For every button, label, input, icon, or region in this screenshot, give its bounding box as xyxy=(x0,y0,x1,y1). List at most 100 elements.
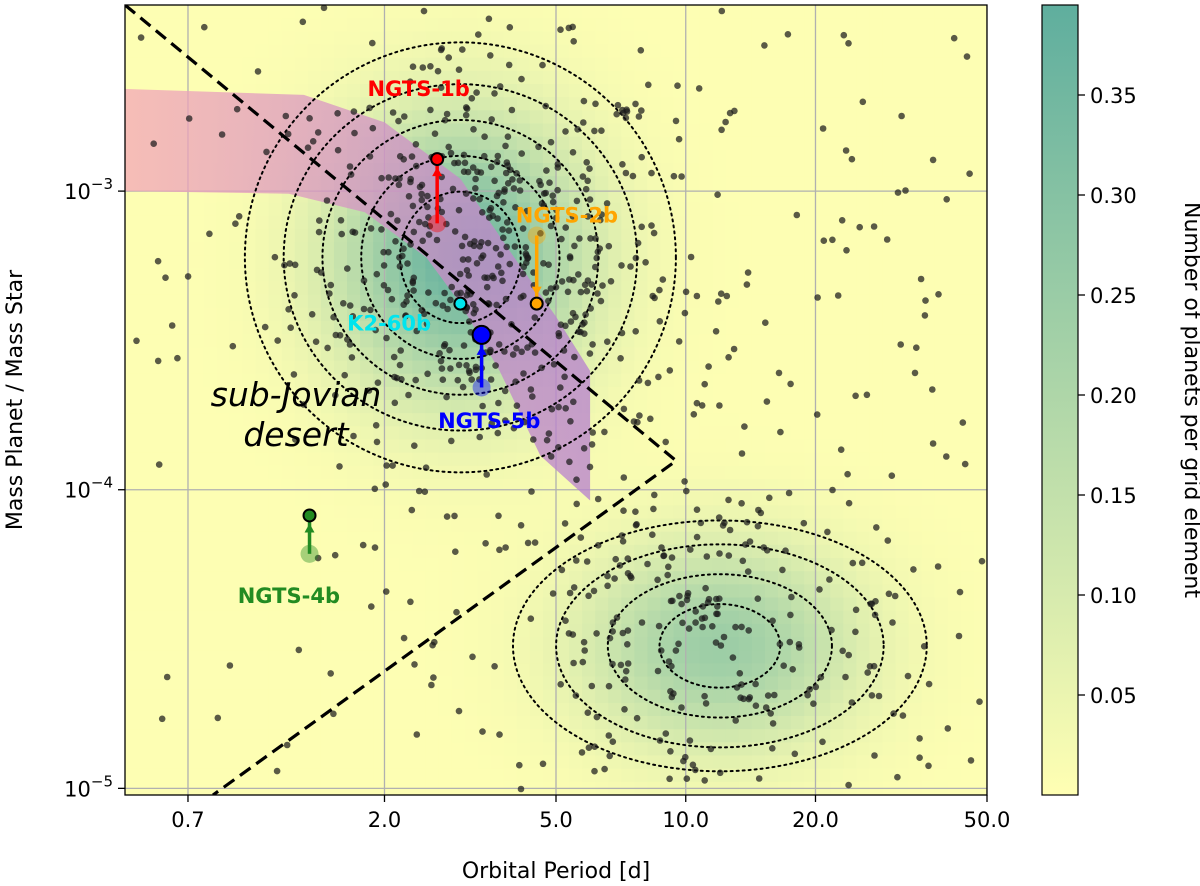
heatmap-cell xyxy=(138,57,152,72)
heatmap-cell xyxy=(138,228,152,243)
heatmap-cell xyxy=(634,729,649,743)
heatmap-cell xyxy=(203,584,218,599)
heatmap-cell xyxy=(203,347,218,362)
heatmap-cell xyxy=(347,452,361,467)
heatmap-cell xyxy=(307,571,322,585)
heatmap-cell xyxy=(960,439,975,454)
heatmap-cell xyxy=(712,255,727,269)
planet-point xyxy=(569,213,577,220)
heatmap-cell xyxy=(542,702,557,717)
heatmap-cell xyxy=(294,518,309,533)
heatmap-cell xyxy=(738,400,753,414)
heatmap-cell xyxy=(751,57,766,72)
planet-point xyxy=(889,619,896,626)
planet-point xyxy=(888,472,896,480)
heatmap-cell xyxy=(464,149,479,164)
heatmap-cell xyxy=(960,347,975,362)
heatmap-cell xyxy=(647,242,662,256)
heatmap-cell xyxy=(542,623,557,638)
heatmap-cell xyxy=(242,373,257,388)
planet-point xyxy=(470,126,477,133)
planet-point xyxy=(707,745,715,753)
heatmap-cell xyxy=(856,571,871,585)
heatmap-cell xyxy=(947,702,962,717)
heatmap-cell xyxy=(438,57,453,72)
planet-point xyxy=(454,376,462,384)
heatmap-cell xyxy=(125,492,139,506)
heatmap-cell xyxy=(190,307,204,322)
planet-point xyxy=(502,295,510,303)
heatmap-cell xyxy=(582,597,596,612)
heatmap-cell xyxy=(699,176,714,190)
planet-point xyxy=(496,83,504,90)
heatmap-cell xyxy=(791,505,805,520)
heatmap-cell xyxy=(399,571,413,585)
heatmap-cell xyxy=(216,400,231,414)
planet-point xyxy=(604,572,611,580)
planet-point xyxy=(804,691,811,699)
heatmap-cell xyxy=(921,123,936,138)
heatmap-cell xyxy=(882,479,897,493)
heatmap-cell xyxy=(229,373,244,388)
planet-point xyxy=(510,424,518,432)
planet-point xyxy=(504,180,512,187)
heatmap-cell xyxy=(791,5,805,19)
heatmap-cell xyxy=(569,97,583,111)
heatmap-cell xyxy=(791,347,805,362)
heatmap-cell xyxy=(830,84,844,98)
heatmap-cell xyxy=(320,716,335,730)
heatmap-cell xyxy=(360,321,374,335)
planet-point xyxy=(412,141,420,148)
planet-point xyxy=(829,486,836,494)
planet-point xyxy=(672,117,680,125)
heatmap-cell xyxy=(268,584,283,599)
heatmap-cell xyxy=(216,202,231,217)
desert-label-line2: desert xyxy=(243,415,349,454)
heatmap-cell xyxy=(660,492,675,506)
heatmap-cell xyxy=(399,755,413,770)
heatmap-cell xyxy=(712,136,727,151)
heatmap-cell xyxy=(255,452,270,467)
heatmap-cell xyxy=(751,386,766,401)
heatmap-cell xyxy=(856,716,871,730)
heatmap-cell xyxy=(320,84,335,98)
heatmap-cell xyxy=(791,321,805,335)
heatmap-cell xyxy=(229,242,244,256)
heatmap-cell xyxy=(856,123,871,138)
planet-point xyxy=(622,667,630,675)
planet-point xyxy=(571,353,578,361)
heatmap-cell xyxy=(869,149,884,164)
heatmap-cell xyxy=(386,307,400,322)
planet-point xyxy=(369,39,376,47)
heatmap-cell xyxy=(529,215,544,230)
heatmap-cell xyxy=(177,689,191,704)
heatmap-cell xyxy=(307,729,322,743)
heatmap-cell xyxy=(542,70,557,85)
heatmap-cell xyxy=(399,768,413,783)
heatmap-cell xyxy=(438,97,453,111)
heatmap-cell xyxy=(294,202,309,217)
heatmap-cell xyxy=(399,400,413,414)
heatmap-cell xyxy=(908,242,923,256)
heatmap-cell xyxy=(882,294,897,309)
heatmap-cell xyxy=(307,386,322,401)
heatmap-cell xyxy=(177,663,191,678)
heatmap-cell xyxy=(712,742,727,757)
planet-point xyxy=(537,230,544,237)
heatmap-cell xyxy=(477,597,492,612)
heatmap-cell xyxy=(804,57,818,72)
heatmap-cell xyxy=(686,176,701,190)
heatmap-cell xyxy=(621,544,635,559)
planet-point xyxy=(775,369,783,377)
planet-point xyxy=(380,282,388,289)
heatmap-cell xyxy=(751,755,766,770)
heatmap-cell xyxy=(921,716,936,730)
planet-point xyxy=(752,702,760,709)
heatmap-cell xyxy=(386,492,400,506)
heatmap-cell xyxy=(242,650,257,664)
heatmap-cell xyxy=(307,637,322,651)
heatmap-cell xyxy=(242,742,257,757)
heatmap-cell xyxy=(791,558,805,572)
heatmap-cell xyxy=(673,123,688,138)
heatmap-cell xyxy=(608,439,622,454)
